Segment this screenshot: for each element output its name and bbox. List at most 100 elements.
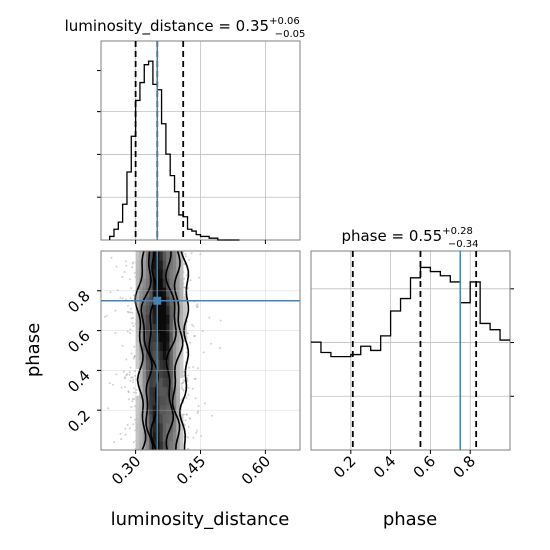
scatter-point <box>190 323 193 326</box>
density-cell <box>149 287 154 297</box>
scatter-point <box>132 423 135 426</box>
density-cell <box>135 341 140 351</box>
density-cell <box>162 305 167 315</box>
density-cell <box>162 386 167 397</box>
density-cell <box>162 404 167 415</box>
scatter-point <box>186 320 189 323</box>
density-cell <box>152 386 157 397</box>
density-cell <box>145 368 150 379</box>
scatter-point <box>128 371 131 374</box>
title-phase: phase = 0.55+0.28 −0.34 <box>341 226 478 250</box>
density-cell <box>152 287 157 297</box>
density-cell <box>139 350 144 361</box>
density-cell <box>176 278 181 288</box>
density-cell <box>145 278 150 288</box>
density-cell <box>162 278 167 288</box>
density-cell <box>162 422 167 433</box>
density-cell <box>162 251 167 261</box>
density-cell <box>159 278 164 288</box>
density-cell <box>159 260 164 270</box>
scatter-point <box>103 315 106 318</box>
contour-line <box>148 251 159 450</box>
density-cell <box>139 314 144 324</box>
density-cell <box>172 413 177 424</box>
density-cell <box>169 368 174 379</box>
scatter-point <box>126 310 129 313</box>
scatter-point <box>108 382 111 385</box>
density-cell <box>182 305 187 315</box>
density-cell <box>169 269 174 279</box>
tick-labels: 0.30 0.45 0.60 0.2 0.4 0.6 0.8 0.2 0.4 0.6 0.8 <box>64 287 479 489</box>
density-cell <box>162 350 167 361</box>
scatter-point <box>133 271 136 274</box>
density-cell <box>166 440 170 450</box>
scatter-point <box>123 271 126 273</box>
scatter-point <box>133 398 136 400</box>
density-cell <box>176 422 181 433</box>
scatter-point <box>186 379 189 382</box>
scatter-point <box>180 382 183 385</box>
scatter-point <box>183 263 186 265</box>
scatter-point <box>184 253 187 256</box>
scatter-point <box>184 419 187 422</box>
scatter-point <box>130 307 133 310</box>
scatter-point <box>120 386 123 389</box>
scatter-point <box>183 286 185 289</box>
density-cell <box>162 323 167 333</box>
density-cell <box>166 431 170 442</box>
density-cell <box>142 395 147 406</box>
density-cell <box>152 422 157 433</box>
density-cell <box>149 251 154 261</box>
density-cell <box>139 323 144 333</box>
density-cell <box>152 395 157 406</box>
density-cell <box>159 377 164 388</box>
density-cell <box>179 422 184 433</box>
scatter-point <box>94 446 96 448</box>
scatter-point <box>124 376 126 379</box>
xtick-label-lum: 0.45 <box>173 452 209 488</box>
scatter-point <box>124 433 127 436</box>
density-cell <box>159 386 164 397</box>
density-cell <box>142 377 147 388</box>
density-cell <box>176 251 181 261</box>
xlabel-phase: phase <box>383 509 437 530</box>
density-cell <box>135 314 140 324</box>
density-cell <box>166 269 170 279</box>
density-cell <box>176 332 181 342</box>
scatter-point <box>121 276 124 278</box>
density-cell <box>135 251 140 261</box>
density-cell <box>166 278 170 288</box>
density-cell <box>145 314 150 324</box>
scatter-point <box>196 306 199 309</box>
scatter-point <box>121 344 124 347</box>
scatter-point <box>130 352 133 355</box>
density-cell <box>142 368 147 379</box>
density-cell <box>145 440 150 450</box>
scatter-point <box>196 367 199 370</box>
density-cell <box>145 386 150 397</box>
scatter-point <box>130 287 133 290</box>
density-cell <box>152 377 157 388</box>
scatter-point <box>197 410 200 413</box>
density-cell <box>169 305 174 315</box>
density-cell <box>172 350 177 361</box>
density-cell <box>139 287 144 297</box>
scatter-point <box>115 265 118 268</box>
density-cell <box>169 440 174 450</box>
scatter-point <box>180 385 183 388</box>
density-cell <box>149 386 154 397</box>
density-cell <box>176 323 181 333</box>
density-cell <box>182 314 187 324</box>
density-cell <box>142 404 147 415</box>
density-cell <box>139 269 144 279</box>
density-cell <box>139 404 144 415</box>
density-cell <box>162 431 167 442</box>
density-cell <box>159 404 164 415</box>
density-cell <box>166 422 170 433</box>
scatter-point <box>194 377 197 380</box>
density-cell <box>149 260 154 270</box>
scatter-point <box>187 374 190 377</box>
scatter-point <box>184 424 186 427</box>
scatter-point <box>181 381 184 384</box>
scatter-point <box>191 387 194 390</box>
